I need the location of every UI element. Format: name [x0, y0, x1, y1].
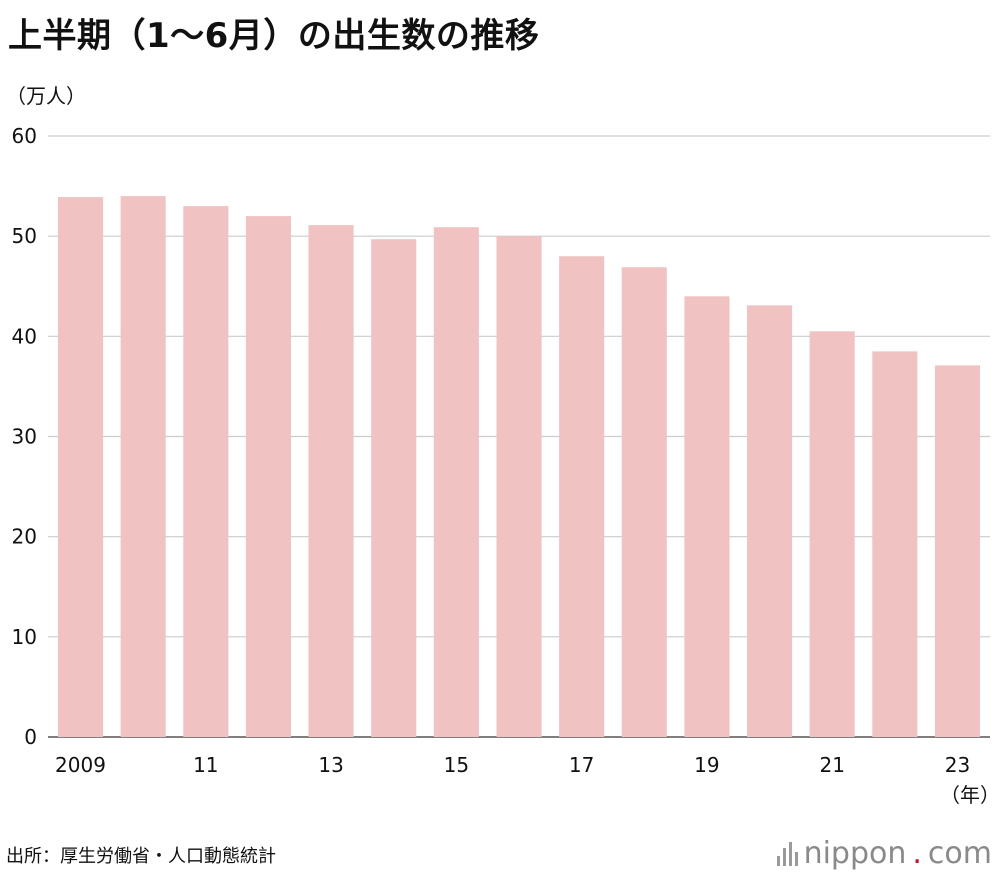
bar-2016: [496, 236, 542, 737]
bar-21: [809, 331, 855, 737]
x-tick-label: 19: [694, 753, 719, 777]
bars: [58, 196, 980, 738]
bar-2022: [872, 351, 918, 737]
x-tick-label: 17: [569, 753, 594, 777]
sound-bars-icon: [776, 841, 798, 866]
x-tick-label: 11: [193, 753, 218, 777]
bar-2014: [371, 239, 417, 737]
y-tick-label: 50: [12, 224, 37, 248]
bar-chart: 0 10 20 30 40 50 60 2009 11 13 15 17 19 21 23 （年）: [12, 124, 1000, 807]
bar-19: [684, 296, 730, 737]
y-tick-label: 20: [12, 525, 37, 549]
bar-2020: [747, 305, 793, 737]
y-tick-label: 0: [24, 725, 37, 749]
nippon-logo: nippon. com: [776, 836, 992, 871]
y-tick-label: 30: [12, 425, 37, 449]
x-axis-unit-label: （年）: [940, 783, 1000, 807]
bar-11: [183, 206, 229, 738]
source-note: 出所：厚生労働省・人口動態統計: [6, 846, 276, 867]
bar-23: [934, 365, 980, 737]
x-tick-label: 21: [819, 753, 844, 777]
bar-13: [308, 225, 354, 737]
bar-2009: [58, 197, 104, 738]
y-tick-label: 60: [12, 124, 37, 148]
x-tick-label: 23: [945, 753, 970, 777]
chart-title: 上半期（1〜6月）の出生数の推移: [8, 16, 540, 56]
y-axis-unit-label: （万人）: [6, 84, 86, 108]
brand-name: nippon: [803, 836, 907, 871]
bar-2010: [120, 196, 166, 738]
x-tick-label: 13: [318, 753, 343, 777]
brand-suffix: com: [927, 836, 992, 871]
y-tick-label: 10: [12, 625, 37, 649]
bar-15: [433, 227, 479, 737]
x-tick-labels: 2009 11 13 15 17 19 21 23: [55, 753, 970, 777]
x-tick-label: 2009: [55, 753, 106, 777]
bar-17: [559, 256, 605, 737]
brand-dot: .: [912, 836, 922, 871]
bar-2012: [245, 216, 291, 738]
y-tick-label: 40: [12, 324, 37, 348]
bar-2018: [621, 267, 667, 737]
y-tick-labels: 0 10 20 30 40 50 60: [12, 124, 37, 749]
x-tick-label: 15: [444, 753, 469, 777]
